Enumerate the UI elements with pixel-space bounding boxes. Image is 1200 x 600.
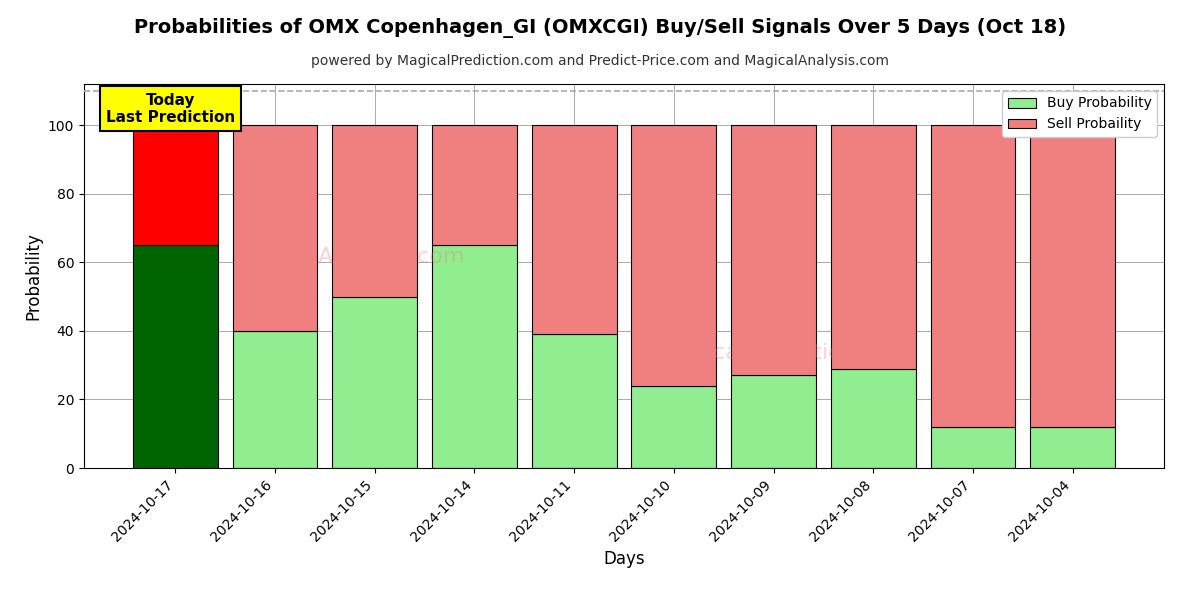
- Bar: [731, 376, 816, 468]
- Bar: [830, 368, 916, 468]
- Bar: [233, 331, 318, 468]
- Text: MagicalPrediction.com: MagicalPrediction.com: [661, 343, 911, 363]
- Bar: [1030, 125, 1115, 427]
- Bar: [432, 125, 517, 245]
- Legend: Buy Probability, Sell Probaility: Buy Probability, Sell Probaility: [1002, 91, 1157, 137]
- Text: powered by MagicalPrediction.com and Predict-Price.com and MagicalAnalysis.com: powered by MagicalPrediction.com and Pre…: [311, 54, 889, 68]
- Bar: [133, 245, 218, 468]
- Bar: [830, 125, 916, 368]
- Text: Today
Last Prediction: Today Last Prediction: [106, 92, 235, 125]
- Text: Probabilities of OMX Copenhagen_GI (OMXCGI) Buy/Sell Signals Over 5 Days (Oct 18: Probabilities of OMX Copenhagen_GI (OMXC…: [134, 18, 1066, 38]
- Bar: [930, 427, 1015, 468]
- Text: calAnalysis.com: calAnalysis.com: [287, 247, 464, 267]
- X-axis label: Days: Days: [604, 550, 644, 568]
- Bar: [930, 125, 1015, 427]
- Bar: [233, 125, 318, 331]
- Bar: [332, 296, 418, 468]
- Bar: [532, 334, 617, 468]
- Bar: [532, 125, 617, 334]
- Bar: [731, 125, 816, 376]
- Bar: [631, 386, 716, 468]
- Bar: [332, 125, 418, 296]
- Bar: [133, 125, 218, 245]
- Y-axis label: Probability: Probability: [24, 232, 42, 320]
- Bar: [432, 245, 517, 468]
- Bar: [1030, 427, 1115, 468]
- Bar: [631, 125, 716, 386]
